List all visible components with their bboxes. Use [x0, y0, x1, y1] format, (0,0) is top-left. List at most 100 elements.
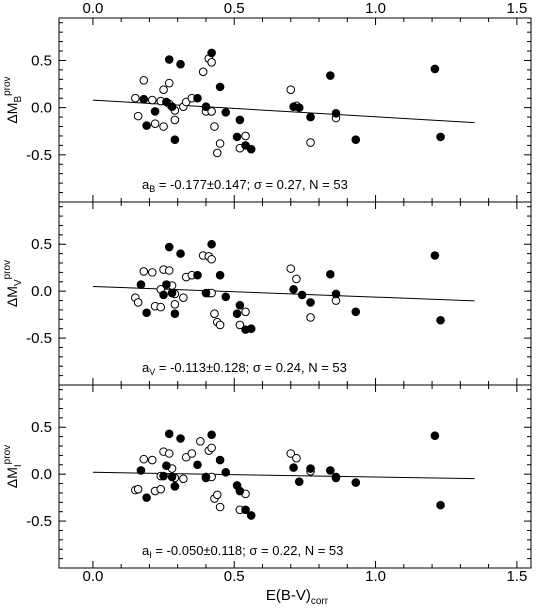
- y-axis-label-sup: prov: [2, 445, 13, 464]
- annotation-text: = -0.113±0.128; σ = 0.24, N = 53: [155, 360, 347, 375]
- open-point: [131, 93, 140, 103]
- fit-annotation: aB = -0.177±0.147; σ = 0.27, N = 53: [142, 177, 348, 194]
- filled-point: [150, 107, 160, 116]
- open-point: [198, 67, 208, 77]
- filled-point: [215, 270, 225, 280]
- open-point: [139, 454, 149, 464]
- top-x-tick-label: 1.0: [365, 0, 386, 17]
- y-axis-label-sub: I: [13, 464, 24, 467]
- filled-point: [201, 288, 211, 298]
- fit-annotation: aI = -0.050±0.118; σ = 0.22, N = 53: [142, 543, 343, 560]
- filled-point: [164, 55, 174, 64]
- filled-point: [221, 467, 231, 477]
- open-point: [150, 119, 160, 128]
- open-point: [210, 309, 219, 318]
- y-axis-label-main: ΔM: [4, 467, 20, 488]
- open-point: [164, 78, 174, 88]
- open-point: [215, 502, 225, 512]
- bottom-tick-labels: 0.0 0.5 1.0 1.5: [82, 568, 527, 585]
- y-axis-label-sup: prov: [2, 260, 13, 279]
- filled-point: [221, 108, 231, 117]
- filled-point: [436, 132, 445, 142]
- open-point: [156, 302, 166, 312]
- open-point: [207, 58, 216, 67]
- filled-point: [207, 48, 216, 58]
- annotation-slope-symbol: a: [142, 177, 150, 192]
- filled-point: [331, 289, 341, 299]
- open-point: [286, 85, 296, 95]
- x-axis-label: E(B-V)corr: [266, 587, 329, 607]
- open-point: [139, 267, 149, 276]
- y-tick-label: -0.5: [26, 330, 52, 347]
- annotation-slope-symbol: a: [142, 360, 150, 375]
- open-point: [235, 320, 245, 330]
- open-point: [159, 122, 168, 131]
- y-axis-label-sub: B: [13, 96, 24, 103]
- filled-point: [170, 135, 180, 145]
- annotation-slope-sub: V: [149, 367, 155, 377]
- filled-point: [162, 280, 171, 289]
- bottom-x-tick-label: 1.0: [365, 568, 386, 585]
- x-axis-label-sub: corr: [311, 596, 329, 607]
- open-point: [170, 299, 180, 309]
- y-axis-label: ΔMIprov: [2, 445, 24, 488]
- open-point: [241, 307, 250, 317]
- filled-point: [164, 242, 174, 252]
- y-tick-label: -0.5: [26, 147, 52, 164]
- y-tick-label: 0.0: [31, 466, 52, 483]
- filled-point: [289, 284, 298, 294]
- filled-point: [436, 315, 445, 325]
- top-x-tick-label: 0.0: [82, 0, 103, 17]
- filled-point: [176, 434, 185, 443]
- x-axis-label-main: E(B-V): [266, 587, 311, 604]
- filled-point: [430, 431, 440, 440]
- panels: -0.5 0.0 0.5 ΔM Bprov aB = -0.177±0.147; σ = …: [2, 17, 532, 569]
- y-tick-label: 0.5: [31, 419, 52, 436]
- filled-point: [176, 59, 185, 69]
- filled-point: [221, 292, 231, 302]
- filled-point: [326, 269, 335, 279]
- fit-line: [92, 471, 475, 480]
- open-point: [147, 455, 157, 465]
- filled-point: [246, 324, 256, 333]
- bottom-x-tick-label: 0.5: [224, 568, 245, 585]
- plot-frame: [58, 384, 532, 569]
- top-x-tick-label: 1.5: [506, 0, 527, 17]
- y-axis-label: ΔMVprov: [2, 260, 24, 307]
- filled-point: [159, 471, 168, 481]
- filled-point: [207, 239, 216, 249]
- open-point: [306, 138, 315, 147]
- y-tick-label: 0.0: [31, 283, 52, 300]
- open-point: [215, 320, 225, 330]
- filled-point: [215, 455, 225, 465]
- y-tick-label: -0.5: [26, 513, 52, 530]
- filled-point: [436, 500, 445, 510]
- filled-point: [193, 460, 202, 470]
- open-point: [179, 293, 188, 303]
- open-point: [187, 449, 197, 458]
- y-axis-label-main: ΔM: [4, 286, 20, 307]
- open-point: [292, 453, 301, 463]
- filled-point: [289, 463, 298, 472]
- open-point: [156, 484, 166, 494]
- bottom-x-tick-label: 0.0: [82, 568, 103, 585]
- filled-point: [159, 290, 168, 300]
- filled-point: [193, 93, 202, 103]
- filled-point: [207, 430, 216, 440]
- filled-point: [136, 466, 146, 475]
- y-tick-label: 0.5: [31, 236, 52, 253]
- filled-point: [232, 132, 242, 142]
- fit-line: [92, 99, 475, 124]
- filled-point: [139, 94, 149, 104]
- open-point: [179, 474, 188, 484]
- top-tick-labels: 0.0 0.5 1.0 1.5: [82, 0, 527, 17]
- filled-point: [326, 466, 335, 475]
- filled-point: [232, 309, 242, 318]
- filled-point: [306, 464, 315, 473]
- filled-point: [294, 103, 304, 112]
- open-point: [133, 484, 143, 494]
- filled-point: [215, 82, 225, 92]
